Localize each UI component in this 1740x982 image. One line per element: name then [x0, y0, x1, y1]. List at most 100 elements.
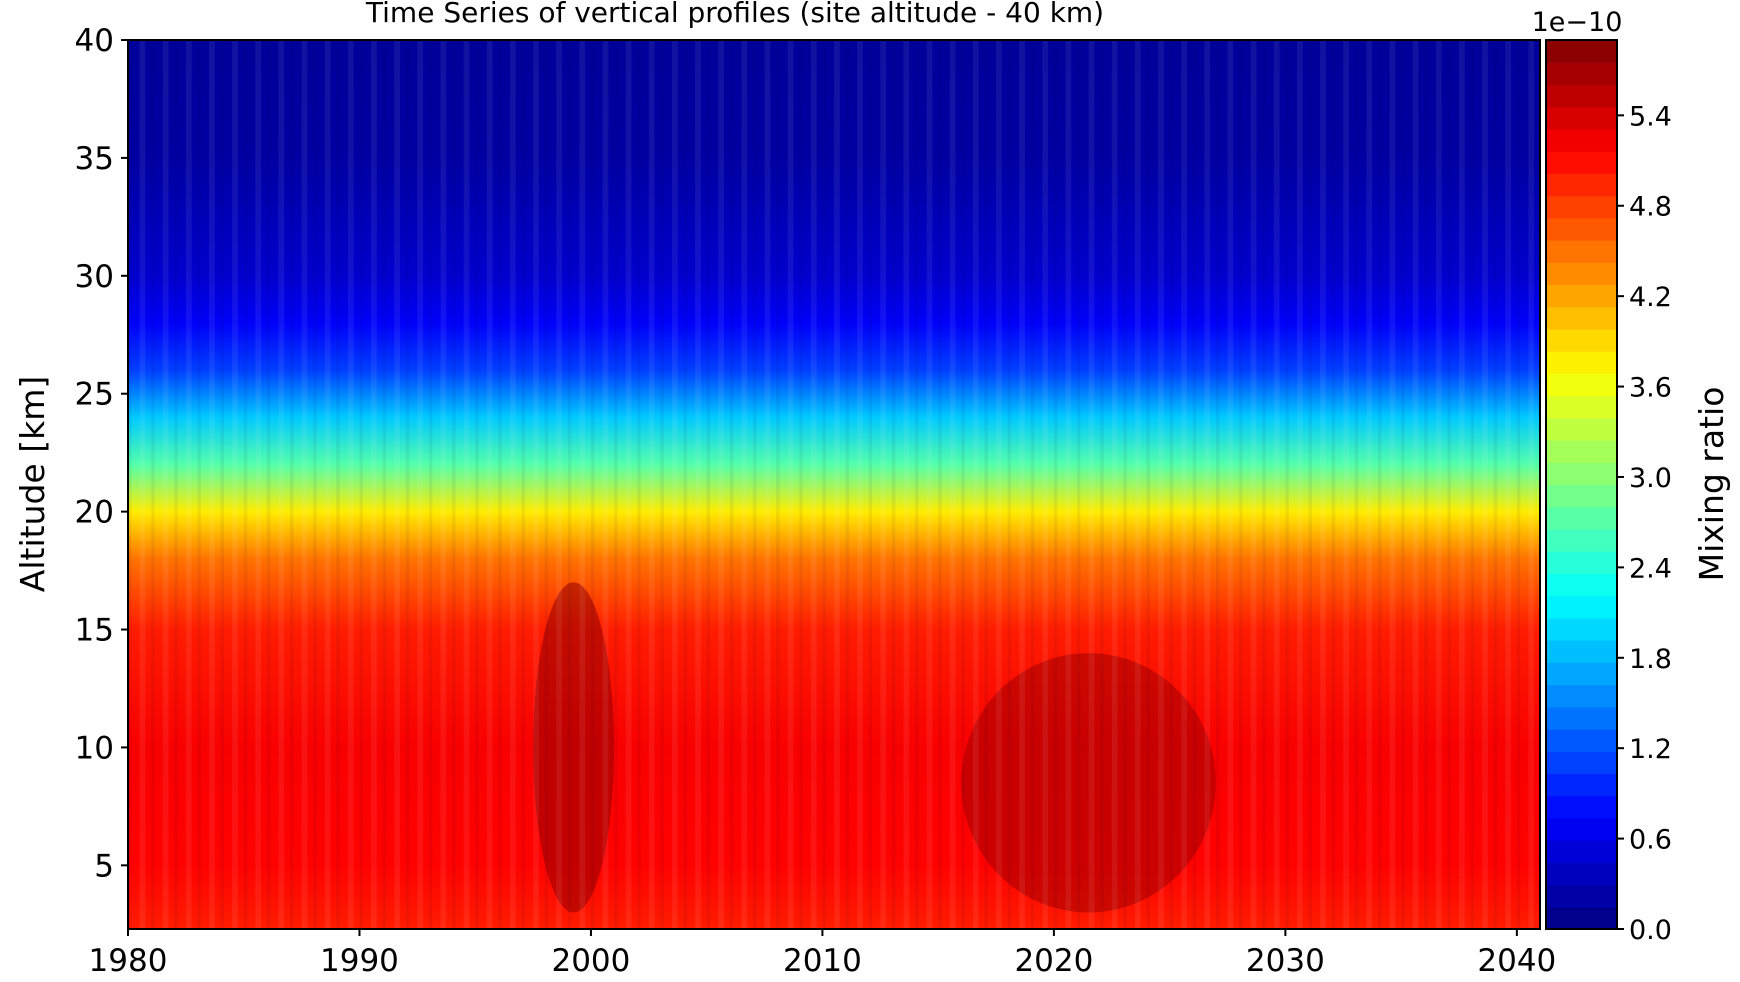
colorbar-level — [1546, 684, 1617, 708]
seasonal-stripe-dark — [1447, 40, 1451, 929]
seasonal-stripes — [128, 40, 1535, 929]
seasonal-stripe — [834, 40, 840, 929]
colorbar-level — [1546, 528, 1617, 552]
colorbar-tick-label: 4.2 — [1629, 282, 1672, 313]
colorbar-level — [1546, 640, 1617, 663]
seasonal-stripe — [1296, 40, 1303, 929]
seasonal-stripe — [1366, 40, 1373, 929]
y-tick-label: 20 — [75, 495, 114, 531]
plot-area — [128, 40, 1540, 929]
seasonal-stripe-dark — [845, 40, 850, 929]
x-tick-label: 1990 — [320, 943, 399, 979]
seasonal-stripe — [1042, 40, 1049, 929]
x-tick-label: 2040 — [1477, 943, 1556, 979]
seasonal-stripe — [509, 40, 516, 929]
seasonal-stripe — [440, 40, 447, 929]
colorbar-level — [1546, 617, 1617, 641]
seasonal-stripe-dark — [475, 40, 479, 929]
seasonal-stripe — [857, 40, 863, 929]
colorbar-tick-label: 1.8 — [1629, 644, 1672, 675]
seasonal-stripe-dark — [243, 40, 248, 929]
seasonal-stripe — [209, 40, 215, 929]
seasonal-stripe-dark — [128, 40, 132, 929]
colorbar: 0.0 0.6 1.2 1.8 2.4 3.0 3.6 4.2 4.8 5.4 — [1545, 39, 1672, 946]
seasonal-stripe — [579, 40, 586, 929]
seasonal-stripe — [394, 40, 400, 929]
seasonal-stripe — [810, 40, 817, 929]
seasonal-stripe-dark — [1053, 40, 1058, 929]
colorbar-level — [1546, 506, 1617, 530]
seasonal-stripe — [1389, 40, 1396, 929]
colorbar-level — [1546, 84, 1617, 108]
y-tick-label: 30 — [75, 259, 114, 295]
seasonal-stripe-dark — [359, 40, 363, 929]
y-tick-label: 40 — [75, 23, 114, 59]
seasonal-stripe-dark — [174, 40, 178, 929]
y-tick-label: 25 — [75, 377, 114, 413]
colorbar-label: Mixing ratio — [1692, 387, 1731, 582]
x-tick-label: 2030 — [1246, 943, 1325, 979]
seasonal-stripe-dark — [799, 40, 803, 929]
seasonal-stripe — [1065, 40, 1072, 929]
seasonal-stripe-dark — [776, 40, 780, 929]
colorbar-level — [1546, 195, 1617, 219]
colorbar-level — [1546, 240, 1617, 263]
seasonal-stripe-dark — [660, 40, 664, 929]
x-tick-label: 1980 — [89, 943, 168, 979]
seasonal-stripe — [1088, 40, 1095, 929]
seasonal-stripe-dark — [1424, 40, 1428, 929]
seasonal-stripe-dark — [1493, 40, 1498, 929]
colorbar-level — [1546, 106, 1617, 130]
seasonal-stripe-dark — [984, 40, 988, 929]
seasonal-stripe — [1343, 40, 1350, 929]
colorbar-level — [1546, 328, 1617, 352]
seasonal-stripe — [324, 40, 331, 929]
seasonal-stripe — [1111, 40, 1118, 929]
colorbar-tick-label: 3.0 — [1629, 463, 1672, 494]
colorbar-level — [1546, 706, 1617, 730]
seasonal-stripe-dark — [1146, 40, 1150, 929]
seasonal-stripe — [185, 40, 192, 929]
colorbar-level — [1546, 62, 1617, 86]
seasonal-stripe-dark — [1354, 40, 1359, 929]
seasonal-stripe — [232, 40, 238, 929]
seasonal-stripe — [556, 40, 563, 929]
colorbar-level — [1546, 417, 1617, 441]
colorbar-level — [1546, 306, 1617, 330]
seasonal-stripe — [602, 40, 609, 929]
seasonal-stripe — [486, 40, 493, 929]
seasonal-stripe — [533, 40, 539, 929]
seasonal-stripe-dark — [336, 40, 340, 929]
seasonal-stripe — [996, 40, 1002, 929]
colorbar-level — [1546, 351, 1617, 374]
seasonal-stripe-dark — [752, 40, 757, 929]
seasonal-stripe-dark — [197, 40, 201, 929]
colorbar-level — [1546, 862, 1617, 886]
seasonal-stripe-dark — [452, 40, 456, 929]
y-axis-label: Altitude [km] — [13, 376, 52, 592]
seasonal-stripe — [695, 40, 701, 929]
colorbar-level — [1546, 128, 1617, 152]
seasonal-stripe — [787, 40, 794, 929]
seasonal-stripe-dark — [151, 40, 155, 929]
colorbar-tick-label: 3.6 — [1629, 373, 1672, 404]
seasonal-stripe — [972, 40, 979, 929]
seasonal-stripe-dark — [1516, 40, 1521, 929]
seasonal-stripe — [1412, 40, 1419, 929]
colorbar-level — [1546, 795, 1617, 819]
seasonal-stripe-dark — [1007, 40, 1012, 929]
seasonal-stripe-dark — [1262, 40, 1266, 929]
seasonal-stripe-dark — [521, 40, 525, 929]
seasonal-stripe — [255, 40, 262, 929]
chart-title: Time Series of vertical profiles (site a… — [365, 0, 1104, 29]
colorbar-offset-text: 1e−10 — [1532, 7, 1623, 38]
y-tick-label: 10 — [75, 730, 114, 766]
seasonal-stripe-dark — [1285, 40, 1289, 929]
seasonal-stripe-dark — [1077, 40, 1081, 929]
seasonal-stripe — [139, 40, 146, 929]
x-tick-label: 2010 — [783, 943, 862, 979]
colorbar-level — [1546, 217, 1617, 241]
colorbar-level — [1546, 573, 1617, 597]
seasonal-stripe — [1204, 40, 1211, 929]
seasonal-stripe-dark — [1377, 40, 1382, 929]
